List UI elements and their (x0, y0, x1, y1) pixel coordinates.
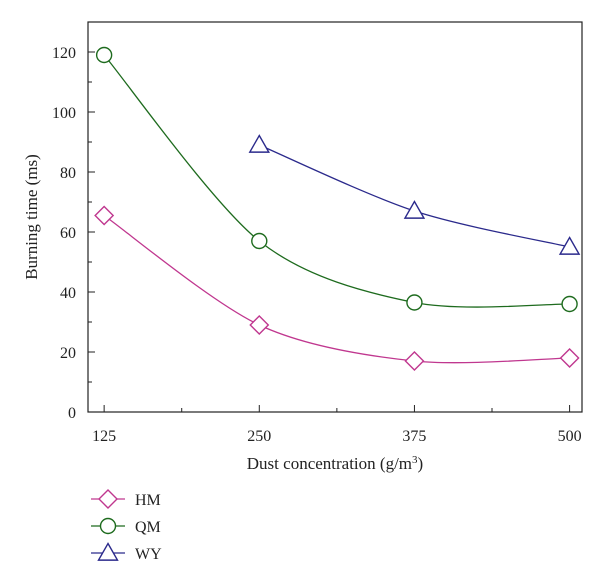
y-tick-label: 120 (52, 45, 76, 62)
data-point-wy (403, 200, 426, 219)
series-line-wy (259, 144, 570, 248)
series-layer (94, 46, 581, 371)
legend-label-qm: QM (135, 519, 161, 536)
data-point-hm (404, 351, 425, 371)
legend-marker-qm (99, 517, 117, 535)
y-axis-ticks: 0 20 40 60 80 100 120 (52, 45, 95, 422)
x-tick-label: 375 (402, 428, 426, 445)
x-tick-label: 250 (247, 428, 271, 445)
data-point-qm (251, 232, 268, 250)
x-axis-label: Dust concentration (g/m3) (247, 454, 423, 473)
y-tick-label: 0 (68, 405, 76, 422)
y-tick-label: 20 (60, 345, 76, 362)
data-point-qm (561, 295, 578, 313)
data-point-hm (249, 315, 270, 335)
y-tick-label: 60 (60, 225, 76, 242)
x-tick-label: 500 (558, 428, 582, 445)
y-axis-label: Burning time (ms) (22, 154, 41, 280)
legend-marker-hm (98, 489, 118, 509)
y-tick-label: 80 (60, 165, 76, 182)
y-tick-label: 40 (60, 285, 76, 302)
data-point-wy (558, 236, 581, 255)
legend-marker-wy (97, 542, 119, 561)
data-point-qm (95, 46, 113, 64)
series-line-hm (103, 214, 570, 364)
legend-label-hm: HM (135, 492, 161, 509)
data-point-hm (94, 205, 115, 226)
plot-frame (87, 21, 583, 413)
legend-label-wy: WY (135, 546, 162, 563)
data-point-wy (248, 134, 270, 153)
x-axis-ticks: 125 250 375 500 (92, 405, 582, 445)
y-tick-label: 100 (52, 105, 76, 122)
data-point-hm (559, 348, 580, 368)
data-point-qm (406, 294, 423, 311)
series-line-qm (103, 54, 570, 308)
x-tick-label: 125 (92, 428, 116, 445)
legend: HM QM WY (91, 489, 162, 563)
